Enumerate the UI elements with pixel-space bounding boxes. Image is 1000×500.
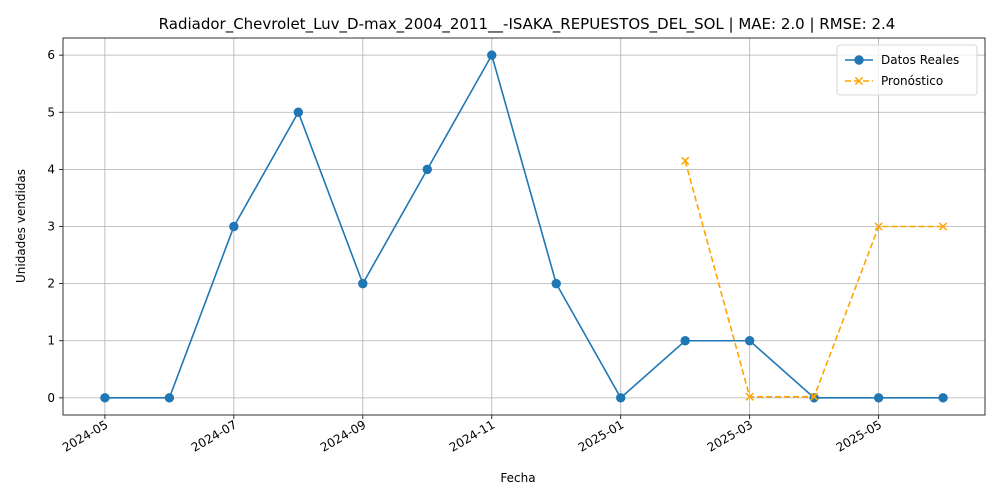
data-point — [680, 336, 690, 346]
x-tick-label: 2024-11 — [447, 417, 497, 454]
legend-marker — [854, 76, 864, 86]
x-axis-label: Fecha — [500, 471, 535, 485]
data-point — [809, 393, 819, 403]
legend: Datos Reales Pronóstico — [836, 44, 978, 96]
grid — [63, 38, 985, 415]
y-tick-label: 1 — [47, 334, 55, 348]
x-tick-label: 2024-09 — [318, 417, 368, 454]
x-tick-label: 2024-07 — [189, 417, 239, 454]
data-point — [938, 222, 948, 231]
series-line — [104, 53, 944, 400]
chart-title: Radiador_Chevrolet_Luv_D-max_2004_2011__… — [159, 15, 896, 34]
series-line — [684, 160, 944, 398]
data-point — [745, 392, 754, 401]
data-point — [874, 222, 883, 231]
series-pronostico — [681, 156, 948, 401]
data-point — [551, 278, 561, 289]
y-tick-label: 4 — [47, 162, 55, 176]
y-tick-label: 2 — [47, 277, 55, 291]
legend-label: Pronóstico — [881, 74, 943, 88]
x-tick-label: 2025-03 — [705, 417, 755, 454]
data-point — [938, 393, 948, 403]
data-point — [810, 392, 819, 401]
x-tick-label: 2025-01 — [576, 417, 626, 454]
data-point — [422, 164, 432, 175]
y-tick-label: 6 — [47, 48, 55, 62]
y-axis-label: Unidades vendidas — [14, 169, 28, 283]
data-point — [873, 393, 884, 403]
series-datos-reales — [100, 50, 948, 403]
data-point — [487, 50, 497, 60]
axes: 2024-05 2024-07 2024-09 2024-11 2025-01 2025-… — [47, 48, 884, 455]
legend-entry: Datos Reales — [845, 53, 959, 67]
x-tick-label: 2025-05 — [834, 417, 884, 454]
y-tick-label: 0 — [47, 391, 55, 405]
data-point — [358, 278, 368, 289]
legend-entry: Pronóstico — [845, 74, 943, 88]
data-point — [229, 221, 239, 232]
x-tick-label: 2024-05 — [60, 417, 110, 454]
data-point — [293, 107, 304, 117]
data-point — [164, 393, 175, 403]
series-layer — [100, 50, 948, 403]
y-tick-label: 5 — [47, 105, 55, 119]
data-point — [681, 156, 690, 165]
data-point — [744, 336, 755, 346]
legend-marker — [854, 55, 864, 65]
legend-label: Datos Reales — [881, 53, 959, 67]
y-tick-label: 3 — [47, 220, 55, 234]
legend-box — [836, 44, 978, 96]
data-point — [100, 393, 110, 403]
data-point — [616, 393, 626, 403]
